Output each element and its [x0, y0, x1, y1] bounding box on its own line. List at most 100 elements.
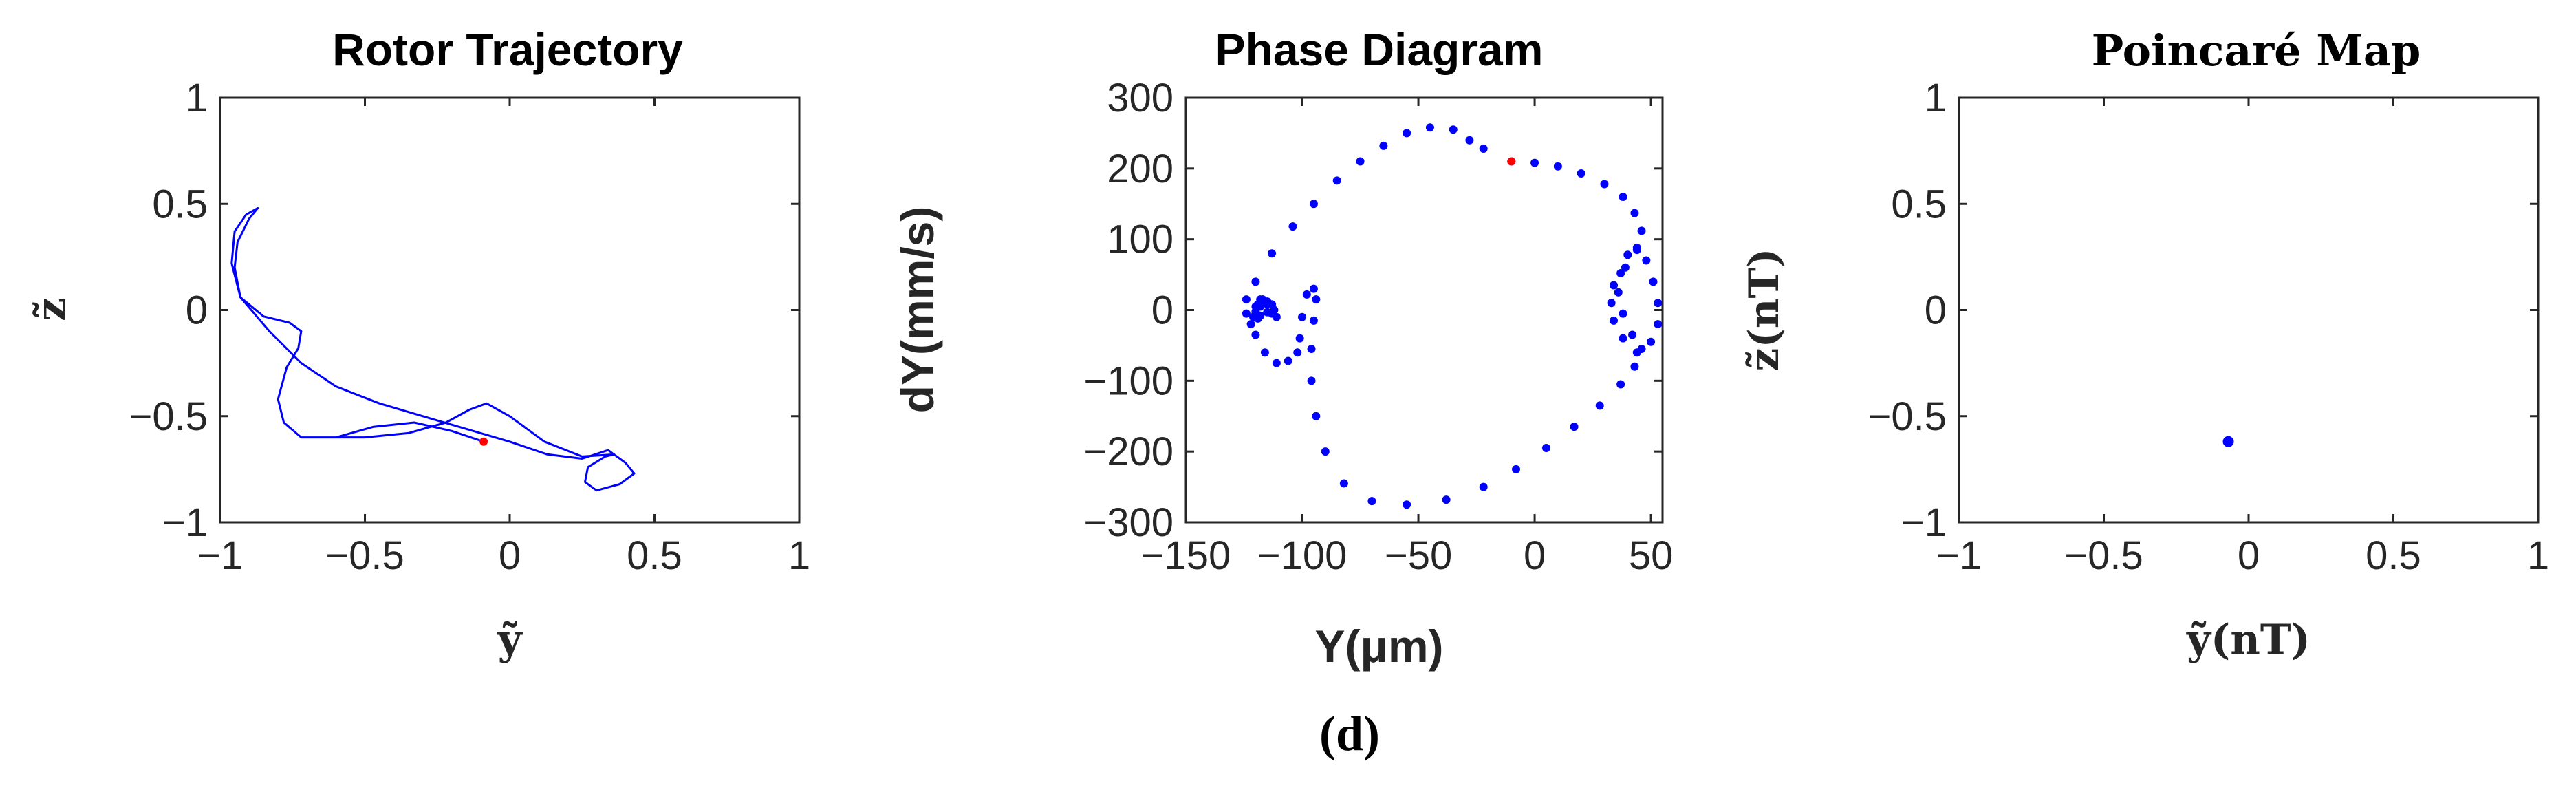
- phase-data-point: [1293, 348, 1302, 357]
- phase-data-point: [1302, 290, 1311, 299]
- phase-current-marker: [1507, 157, 1516, 166]
- phase-data-point: [1251, 307, 1260, 316]
- phase-data-point: [1307, 345, 1316, 354]
- phase-data-point: [1251, 330, 1260, 339]
- poincare-ytick-label: −0.5: [1868, 394, 1947, 439]
- phase-data-point: [1268, 249, 1277, 258]
- phase-data-point: [1637, 226, 1646, 235]
- phase-data-point: [1295, 334, 1304, 343]
- phase-data-point: [1260, 348, 1269, 357]
- panel-poincare-map: Poincaré Map −1 −0.5 0 0.5 1 −1 −0.5 0 0.5 1 ỹ(nT…: [1740, 25, 2549, 664]
- phase-data-point: [1449, 125, 1458, 134]
- phase-data-layer: [1242, 123, 1663, 509]
- rotor-xtick-label: −0.5: [325, 533, 404, 578]
- phase-data-point: [1356, 157, 1365, 166]
- phase-xtick-label: 0: [1524, 533, 1546, 578]
- phase-data-point: [1425, 123, 1434, 132]
- poincare-data-point: [2222, 436, 2234, 447]
- figure-caption: (d): [1319, 706, 1380, 761]
- phase-data-point: [1312, 295, 1321, 304]
- phase-data-point: [1607, 299, 1616, 308]
- poincare-ytick-label: 0.5: [1891, 182, 1947, 226]
- rotor-x-axis-label: ỹ: [497, 616, 523, 664]
- poincare-xtick-label: −1: [1936, 533, 1982, 578]
- phase-data-point: [1367, 497, 1376, 506]
- phase-data-point: [1616, 269, 1625, 278]
- phase-data-point: [1263, 297, 1272, 306]
- phase-ytick-label: −200: [1083, 429, 1173, 474]
- phase-data-point: [1288, 222, 1297, 231]
- phase-data-point: [1619, 309, 1627, 318]
- phase-x-axis-label: Y(μm): [1314, 621, 1443, 672]
- phase-data-point: [1284, 356, 1292, 365]
- poincare-axis-ticks: −1 −0.5 0 0.5 1 −1 −0.5 0 0.5 1: [1868, 76, 2550, 578]
- phase-data-point: [1595, 401, 1604, 410]
- phase-xtick-label: −100: [1257, 533, 1347, 578]
- phase-ytick-label: 100: [1107, 217, 1173, 262]
- phase-data-point: [1621, 263, 1630, 272]
- rotor-series-line: [230, 206, 636, 492]
- rotor-xtick-label: 0.5: [627, 533, 682, 578]
- rotor-axis-ticks: −1 −0.5 0 0.5 1 −1 −0.5 0 0.5 1: [129, 76, 811, 578]
- poincare-x-axis-label: ỹ(nT): [2186, 616, 2310, 664]
- poincare-plot-area: [1958, 96, 2540, 524]
- phase-ytick-label: −100: [1083, 359, 1173, 403]
- phase-data-point: [1309, 284, 1318, 293]
- rotor-ytick-label: −1: [162, 500, 208, 545]
- phase-data-point: [1541, 444, 1550, 453]
- phase-ytick-label: 200: [1107, 147, 1173, 191]
- phase-data-point: [1628, 330, 1637, 339]
- rotor-current-marker: [479, 437, 488, 446]
- rotor-y-axis-label: z̃: [28, 298, 76, 321]
- rotor-plot-area: [219, 96, 801, 524]
- phase-data-point: [1339, 479, 1348, 488]
- phase-data-point: [1242, 295, 1251, 304]
- poincare-y-axis-label: z̃(nT): [1740, 248, 1788, 371]
- phase-data-point: [1479, 145, 1488, 153]
- phase-data-point: [1623, 250, 1632, 259]
- poincare-data-layer: [2222, 436, 2234, 447]
- poincare-xtick-label: 0.5: [2366, 533, 2421, 578]
- phase-data-point: [1442, 495, 1451, 504]
- phase-axis-ticks: −150 −100 −50 0 50 −300 −200 −100 0 100 200 300: [1083, 76, 1673, 578]
- phase-data-point: [1614, 288, 1623, 297]
- poincare-ytick-label: 0: [1925, 288, 1947, 333]
- rotor-ytick-label: −0.5: [129, 394, 208, 439]
- phase-data-point: [1610, 281, 1619, 290]
- rotor-xtick-label: 1: [788, 533, 810, 578]
- phase-data-point: [1630, 209, 1639, 217]
- poincare-xtick-label: −0.5: [2064, 533, 2143, 578]
- phase-data-point: [1570, 423, 1579, 431]
- phase-data-point: [1263, 308, 1272, 317]
- phase-data-point: [1309, 200, 1318, 209]
- phase-data-point: [1512, 465, 1521, 473]
- rotor-ytick-label: 0: [186, 288, 208, 333]
- phase-data-point: [1321, 447, 1330, 456]
- phase-data-point: [1600, 180, 1609, 189]
- panel-phase-diagram: Phase Diagram −150 −100 −50 0 50 −300 −200 −100…: [892, 24, 1673, 672]
- poincare-xtick-label: 1: [2527, 533, 2549, 578]
- phase-ytick-label: 300: [1107, 76, 1173, 120]
- poincare-chart-title: Poincaré Map: [2092, 25, 2421, 76]
- phase-data-point: [1619, 192, 1627, 201]
- phase-chart-title: Phase Diagram: [1215, 24, 1544, 75]
- rotor-chart-title: Rotor Trajectory: [332, 24, 683, 75]
- phase-data-point: [1654, 299, 1663, 308]
- rotor-ytick-label: 1: [186, 76, 208, 120]
- phase-data-point: [1403, 500, 1411, 509]
- phase-xtick-label: 50: [1629, 533, 1674, 578]
- phase-data-point: [1479, 482, 1488, 491]
- phase-data-point: [1630, 362, 1639, 371]
- poincare-ytick-label: 1: [1925, 76, 1947, 120]
- phase-data-point: [1298, 312, 1307, 321]
- rotor-data-layer: [230, 206, 636, 492]
- phase-y-axis-label: dY(mm/s): [892, 206, 943, 414]
- phase-data-point: [1647, 337, 1656, 346]
- phase-data-point: [1616, 380, 1625, 389]
- rotor-xtick-label: −1: [197, 533, 243, 578]
- poincare-xtick-label: 0: [2238, 533, 2260, 578]
- phase-data-point: [1553, 162, 1562, 171]
- phase-data-point: [1332, 176, 1341, 185]
- panel-rotor-trajectory: Rotor Trajectory −1 −0.5 0 0.5 1−1−0.500.51 …: [28, 24, 810, 664]
- phase-data-point: [1619, 334, 1627, 343]
